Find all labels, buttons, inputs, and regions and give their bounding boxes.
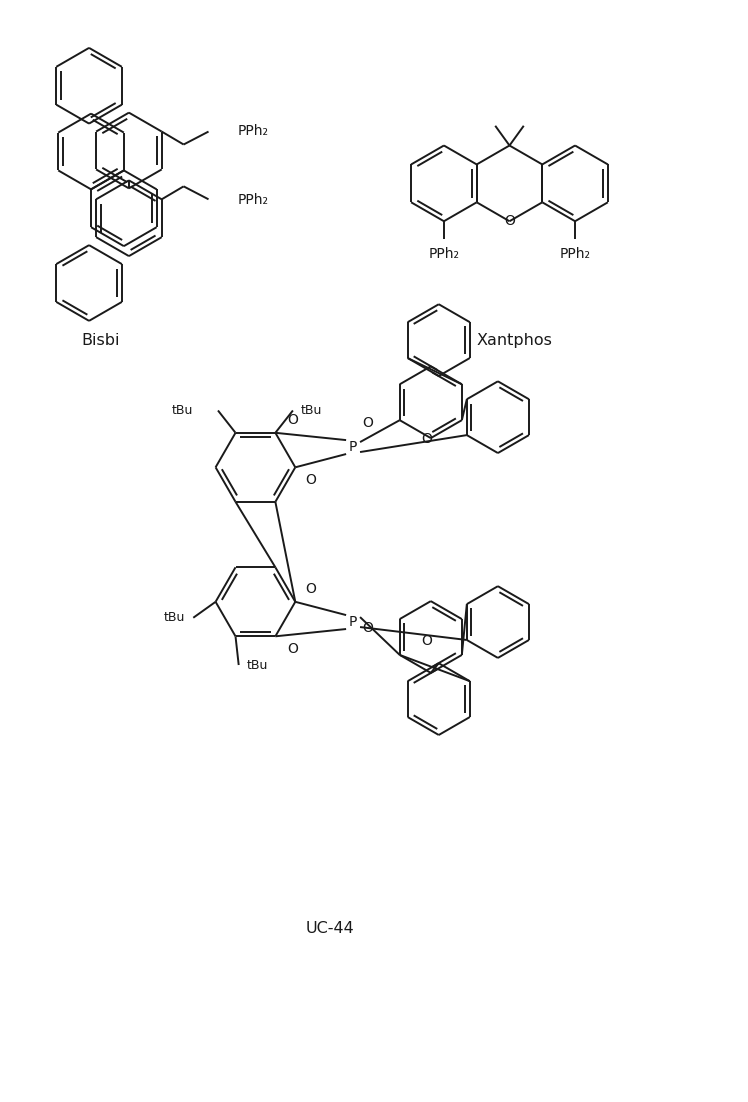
Text: tBu: tBu: [247, 659, 268, 671]
Text: Bisbi: Bisbi: [82, 333, 120, 348]
Text: O: O: [421, 432, 432, 445]
Text: PPh₂: PPh₂: [237, 123, 269, 138]
Text: tBu: tBu: [172, 404, 193, 417]
Text: Xantphos: Xantphos: [476, 333, 553, 348]
Text: O: O: [504, 214, 515, 228]
Text: tBu: tBu: [301, 404, 322, 417]
Text: PPh₂: PPh₂: [560, 247, 591, 261]
Text: O: O: [304, 582, 316, 596]
Text: PPh₂: PPh₂: [237, 193, 269, 207]
Text: P: P: [349, 440, 358, 454]
Text: P: P: [349, 615, 358, 629]
Text: O: O: [287, 642, 298, 657]
Text: O: O: [304, 473, 316, 487]
Text: O: O: [421, 635, 432, 648]
Text: O: O: [287, 413, 298, 426]
Text: PPh₂: PPh₂: [429, 247, 459, 261]
Text: tBu: tBu: [164, 612, 186, 624]
Text: UC-44: UC-44: [306, 921, 355, 936]
Text: O: O: [363, 622, 373, 635]
Text: O: O: [363, 417, 373, 430]
